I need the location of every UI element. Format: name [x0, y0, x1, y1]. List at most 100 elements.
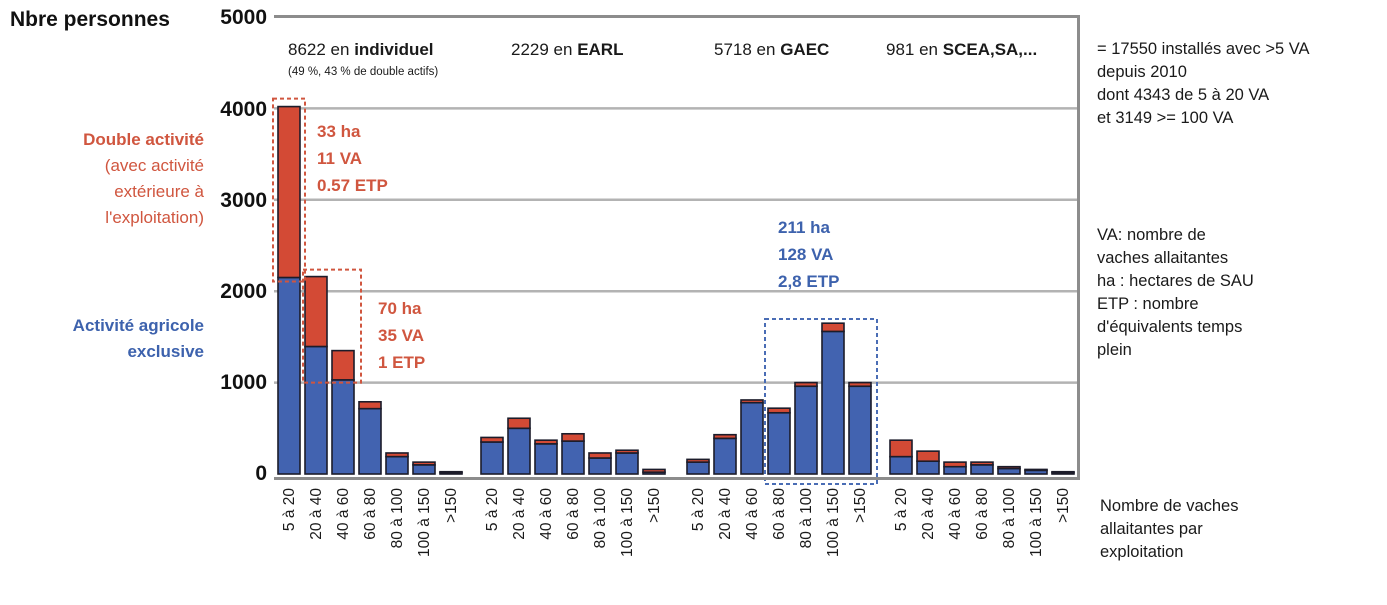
bar-double-activite — [412, 461, 436, 466]
legend-double-title: Double activité — [83, 130, 204, 149]
x-tick-label: 80 à 100 — [798, 488, 815, 549]
y-tick-label: 2000 — [220, 280, 267, 303]
bar-double-activite — [331, 349, 355, 381]
x-tick-label: >150 — [852, 488, 869, 523]
highlight-box-individuel-5-20 — [272, 97, 306, 283]
legend-exclusive-line: exclusive — [127, 342, 204, 361]
annotation-individuel-20-60: 70 ha 35 VA 1 ETP — [378, 295, 425, 376]
plot-frame — [274, 15, 1080, 480]
annotation-line: 70 ha — [378, 299, 422, 318]
x-tick-label: 20 à 40 — [308, 488, 325, 540]
bar-double-activite — [740, 399, 764, 404]
x-tick-label: 100 à 150 — [619, 488, 636, 557]
highlight-box-gaec-60-plus — [764, 318, 878, 485]
group-header-earl: 2229 en EARL — [511, 40, 624, 59]
x-tick-label: 5 à 20 — [690, 488, 707, 531]
legend-activite-exclusive: Activité agricole exclusive — [73, 313, 204, 365]
bar-double-activite — [821, 322, 845, 333]
highlight-box-individuel-20-60 — [302, 268, 362, 384]
x-tick-label: 60 à 80 — [771, 488, 788, 540]
bar-double-activite — [970, 461, 994, 466]
legend-double-activite: Double activité (avec activité extérieur… — [83, 127, 204, 231]
glossary-line: plein — [1097, 341, 1132, 359]
x-tick-label: >150 — [1055, 488, 1072, 523]
legend-double-line: extérieure à — [114, 182, 204, 201]
x-axis-title: Nombre de vaches allaitantes par exploit… — [1100, 495, 1239, 564]
bar-double-activite — [534, 439, 558, 445]
bar-double-activite — [997, 465, 1021, 470]
x-tick-label: >150 — [646, 488, 663, 523]
x-tick-label: 80 à 100 — [592, 488, 609, 549]
bar-double-activite — [848, 381, 872, 388]
bar-double-activite — [358, 400, 382, 410]
x-tick-label: 100 à 150 — [1028, 488, 1045, 557]
bar-double-activite — [794, 381, 818, 388]
x-tick-label: 40 à 60 — [538, 488, 555, 540]
bar-double-activite — [767, 407, 791, 414]
bar-double-activite — [943, 461, 967, 468]
x-tick-label: 60 à 80 — [974, 488, 991, 540]
x-axis-title-line: exploitation — [1100, 543, 1184, 561]
bar-double-activite — [713, 433, 737, 440]
legend-double-line: (avec activité — [104, 156, 204, 175]
x-tick-label: 40 à 60 — [744, 488, 761, 540]
group-header-gaec: 5718 en GAEC — [714, 40, 830, 59]
x-tick-label: 5 à 20 — [484, 488, 501, 531]
x-tick-label: 100 à 150 — [416, 488, 433, 557]
annotation-gaec-60-plus: 211 ha 128 VA 2,8 ETP — [778, 214, 839, 295]
x-tick-label: 20 à 40 — [920, 488, 937, 540]
annotation-line: 1 ETP — [378, 353, 426, 372]
x-axis-title-line: allaitantes par — [1100, 520, 1203, 538]
glossary-line: d'équivalents temps — [1097, 318, 1243, 336]
bar-double-activite — [507, 417, 531, 430]
glossary-line: ha : hectares de SAU — [1097, 272, 1254, 290]
bar-double-activite — [385, 452, 409, 458]
annotation-line: 35 VA — [378, 326, 424, 345]
bar-double-activite — [889, 439, 913, 458]
glossary-line: ETP : nombre — [1097, 295, 1199, 313]
bar-double-activite — [277, 105, 301, 279]
annotation-individuel-5-20: 33 ha 11 VA 0.57 ETP — [317, 118, 388, 199]
group-header-individuel: 8622 en individuel — [288, 40, 434, 59]
bar-double-activite — [304, 275, 328, 348]
legend-double-line: l'exploitation) — [105, 208, 204, 227]
glossary-note: VA: nombre de vaches allaitantes ha : he… — [1097, 224, 1254, 362]
y-tick-label: 5000 — [220, 6, 267, 29]
y-axis-title: Nbre personnes — [10, 8, 170, 31]
legend-exclusive-line: Activité agricole — [72, 316, 204, 335]
annotation-line: 11 VA — [317, 149, 363, 168]
x-axis-title-line: Nombre de vaches — [1100, 497, 1239, 515]
x-tick-label: 20 à 40 — [511, 488, 528, 540]
group-header-scea: 981 en SCEA,SA,... — [886, 40, 1038, 59]
y-tick-label: 4000 — [220, 98, 267, 121]
x-tick-label: >150 — [443, 488, 460, 523]
annotation-line: 2,8 ETP — [778, 272, 840, 291]
bar-double-activite — [561, 432, 585, 442]
bar-double-activite — [642, 468, 666, 473]
x-tick-label: 80 à 100 — [389, 488, 406, 549]
x-tick-label: 100 à 150 — [825, 488, 842, 557]
annotation-line: 211 ha — [778, 218, 830, 237]
annotation-line: 128 VA — [778, 245, 834, 264]
bar-double-activite — [480, 436, 504, 443]
x-tick-label: 60 à 80 — [565, 488, 582, 540]
x-tick-label: 60 à 80 — [362, 488, 379, 540]
summary-line: = 17550 installés avec >5 VA — [1097, 40, 1310, 58]
bar-double-activite — [916, 450, 940, 463]
group-note-individuel: (49 %, 43 % de double actifs) — [288, 66, 439, 78]
x-tick-label: 80 à 100 — [1001, 488, 1018, 549]
summary-line: depuis 2010 — [1097, 63, 1187, 81]
bar-double-activite — [686, 458, 710, 463]
x-tick-label: 40 à 60 — [335, 488, 352, 540]
y-tick-label: 0 — [255, 462, 267, 485]
bar-double-activite — [588, 452, 612, 459]
bar-double-activite — [1051, 470, 1075, 474]
x-tick-label: 40 à 60 — [947, 488, 964, 540]
summary-line: dont 4343 de 5 à 20 VA — [1097, 86, 1270, 104]
bar-double-activite — [439, 470, 463, 474]
bar-double-activite — [615, 449, 639, 454]
annotation-line: 33 ha — [317, 122, 361, 141]
bar-double-activite — [1024, 468, 1048, 472]
summary-note: = 17550 installés avec >5 VA depuis 2010… — [1097, 38, 1310, 130]
